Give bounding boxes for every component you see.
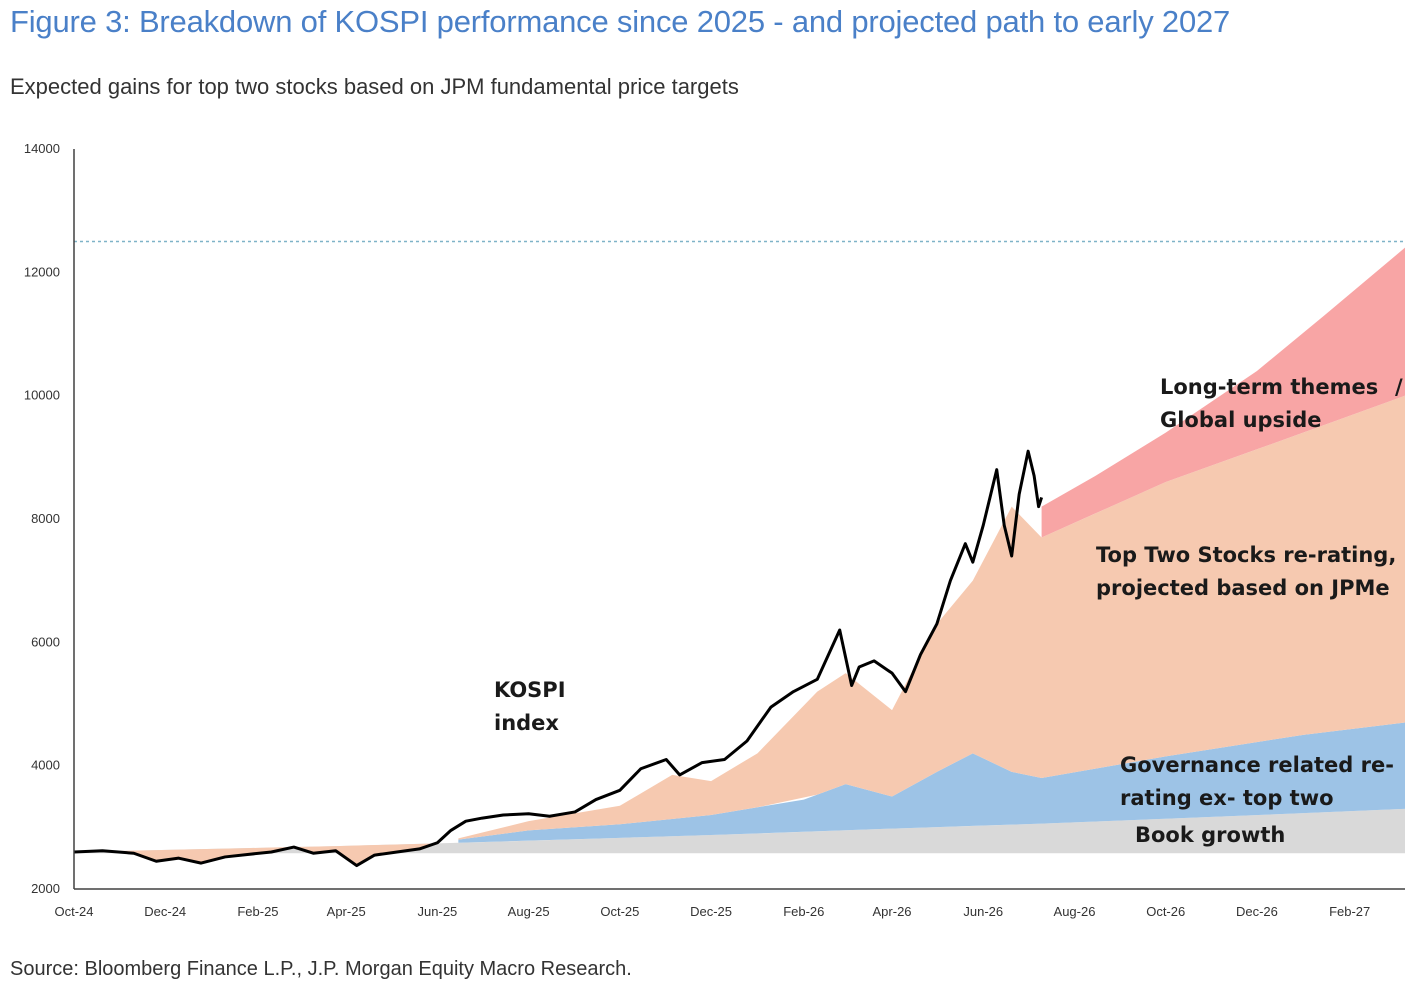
- x-tick-label: Jun-26: [963, 904, 1003, 919]
- book-growth-area: [74, 808, 1405, 854]
- annotation-label: Governance related re-: [1120, 753, 1394, 777]
- annotation-label: Long-term themes: [1160, 375, 1378, 399]
- annotation-label: Top Two Stocks re-rating,: [1096, 543, 1396, 567]
- x-tick-label: Jun-25: [418, 904, 458, 919]
- y-tick-label: 12000: [24, 264, 60, 279]
- y-tick-labels: 2000 4000 6000 8000 10000 12000 14000: [24, 141, 60, 896]
- x-tick-label: Apr-26: [873, 904, 912, 919]
- x-tick-labels: Oct-24 Dec-24 Feb-25 Apr-25 Jun-25 Aug-25 Oct-…: [54, 904, 1370, 919]
- x-tick-label: Apr-25: [327, 904, 366, 919]
- early-kospi-band: [74, 842, 466, 866]
- source-note: Source: Bloomberg Finance L.P., J.P. Mor…: [10, 958, 632, 980]
- annotation-label: rating ex- top two: [1120, 786, 1334, 810]
- kospi-index-line: [73, 449, 1044, 868]
- y-tick-label: 10000: [24, 388, 60, 403]
- annotation-label: index: [494, 711, 559, 735]
- annotation-label: projected based on JPMe: [1096, 576, 1390, 600]
- x-tick-label: Oct-26: [1146, 904, 1185, 919]
- x-tick-label: Dec-25: [690, 904, 732, 919]
- x-tick-label: Oct-25: [600, 904, 639, 919]
- y-tick-label: 6000: [31, 634, 60, 649]
- series-annotations: Book growth Governance related re-rating …: [494, 375, 1403, 847]
- chart-subtitle: Expected gains for top two stocks based …: [10, 74, 739, 99]
- x-tick-label: Oct-24: [54, 904, 93, 919]
- x-tick-label: Feb-26: [783, 904, 824, 919]
- governance-area: [458, 722, 1405, 843]
- annotation-label: KOSPI: [494, 678, 566, 702]
- annotation-label: Book growth: [1135, 823, 1285, 847]
- x-tick-label: Aug-26: [1054, 904, 1096, 919]
- x-tick-label: Dec-24: [144, 904, 186, 919]
- x-tick-label: Feb-25: [237, 904, 278, 919]
- top-two-area: [458, 395, 1405, 840]
- y-tick-label: 2000: [31, 881, 60, 896]
- annotation-label: Global upside: [1160, 408, 1322, 432]
- annotation-label: /: [1395, 375, 1403, 399]
- x-tick-label: Feb-27: [1329, 904, 1370, 919]
- chart-title: Figure 3: Breakdown of KOSPI performance…: [10, 4, 1231, 39]
- stacked-areas: [74, 247, 1405, 866]
- y-tick-label: 14000: [24, 141, 60, 156]
- y-tick-label: 8000: [31, 511, 60, 526]
- y-tick-label: 4000: [31, 758, 60, 773]
- x-tick-label: Aug-25: [508, 904, 550, 919]
- x-tick-label: Dec-26: [1236, 904, 1278, 919]
- long-term-area: [1041, 247, 1405, 538]
